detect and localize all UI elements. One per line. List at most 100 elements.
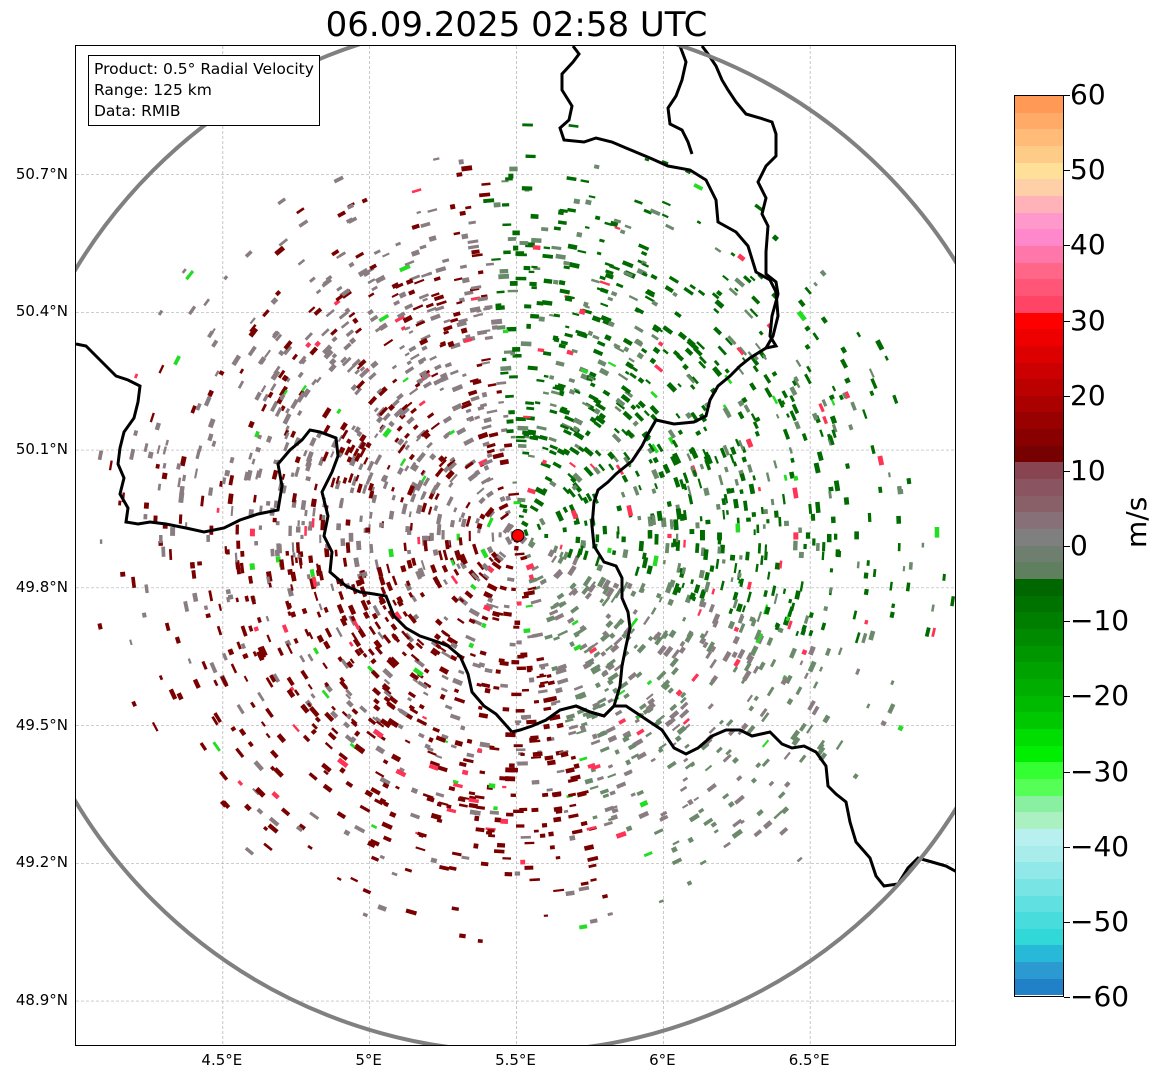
velocity-echo-gate (721, 559, 726, 564)
velocity-echo-gate (422, 793, 434, 800)
velocity-echo-gate (491, 257, 501, 261)
colorbar-tick-label: 40 (1070, 228, 1106, 262)
velocity-echo-gate (854, 531, 859, 540)
velocity-echo-gate (766, 519, 770, 524)
velocity-echo-gate (386, 700, 396, 709)
velocity-echo-gate (349, 487, 355, 494)
lat-tick-label: 49.2°N (15, 853, 68, 872)
velocity-echo-gate (469, 652, 476, 658)
velocity-echo-gate (483, 417, 492, 424)
velocity-echo-gate (575, 536, 581, 544)
velocity-echo-gate (288, 525, 292, 537)
velocity-echo-gate (715, 746, 723, 754)
velocity-echo-gate (637, 515, 642, 521)
radar-site-marker[interactable] (511, 528, 525, 542)
velocity-echo-gate (738, 346, 748, 356)
velocity-echo-gate (549, 403, 557, 408)
velocity-echo-gate (383, 338, 394, 347)
velocity-echo-gate (179, 485, 185, 496)
velocity-echo-gate (660, 630, 669, 640)
velocity-echo-gate (516, 601, 522, 606)
velocity-echo-gate (432, 726, 441, 733)
velocity-echo-gate (290, 571, 297, 582)
velocity-echo-gate (568, 730, 577, 736)
velocity-echo-gate (711, 588, 716, 595)
velocity-echo-gate (399, 264, 411, 273)
velocity-echo-gate (206, 534, 210, 542)
velocity-echo-gate (390, 623, 398, 631)
velocity-echo-gate (511, 587, 516, 592)
velocity-echo-gate (804, 325, 811, 332)
velocity-echo-gate (736, 346, 745, 356)
velocity-echo-gate (503, 611, 512, 617)
velocity-echo-gate (422, 297, 428, 302)
velocity-echo-gate (741, 722, 749, 731)
velocity-echo-gate (658, 899, 665, 904)
velocity-echo-gate (600, 302, 609, 308)
velocity-echo-gate (297, 520, 300, 527)
velocity-echo-gate (737, 253, 746, 262)
velocity-echo-gate (464, 461, 474, 470)
colorbar-segment (1015, 462, 1063, 480)
velocity-echo-gate (451, 906, 460, 912)
velocity-echo-gate (541, 227, 549, 232)
velocity-echo-gate (509, 763, 515, 768)
velocity-echo-gate (668, 275, 680, 284)
velocity-echo-gate (863, 588, 869, 596)
velocity-echo-gate (481, 361, 491, 365)
velocity-echo-gate (291, 542, 295, 553)
velocity-echo-gate (433, 633, 442, 641)
velocity-echo-gate (407, 691, 417, 699)
velocity-echo-gate (570, 477, 576, 484)
velocity-echo-gate (753, 829, 763, 838)
velocity-echo-gate (539, 434, 548, 441)
velocity-echo-gate (477, 705, 483, 710)
velocity-echo-gate (546, 736, 552, 741)
velocity-echo-gate (252, 787, 260, 796)
velocity-echo-gate (265, 615, 270, 622)
velocity-echo-gate (788, 647, 797, 659)
velocity-echo-gate (601, 579, 611, 591)
velocity-echo-gate (898, 488, 904, 495)
velocity-echo-gate (513, 501, 522, 505)
velocity-echo-gate (515, 722, 520, 726)
velocity-echo-gate (421, 502, 428, 513)
velocity-echo-gate (496, 842, 506, 848)
velocity-echo-gate (177, 477, 182, 488)
velocity-echo-gate (648, 458, 653, 464)
product-info-box: Product: 0.5° Radial Velocity Range: 125… (88, 55, 320, 126)
velocity-echo-gate (779, 560, 783, 569)
velocity-echo-gate (638, 484, 642, 491)
velocity-echo-gate (397, 444, 406, 454)
velocity-echo-gate (878, 486, 883, 494)
velocity-echo-gate (149, 412, 155, 423)
velocity-echo-gate (526, 719, 537, 725)
velocity-echo-gate (536, 301, 544, 306)
velocity-echo-gate (354, 426, 361, 434)
velocity-echo-gate (774, 562, 781, 570)
velocity-echo-gate (253, 626, 260, 632)
velocity-echo-gate (503, 250, 511, 255)
velocity-echo-gate (553, 700, 561, 705)
velocity-echo-gate (386, 464, 391, 470)
velocity-echo-gate (281, 374, 289, 382)
radar-map[interactable] (75, 45, 956, 1046)
velocity-echo-gate (588, 863, 597, 869)
velocity-echo-gate (491, 532, 495, 542)
velocity-echo-gate (438, 666, 450, 675)
velocity-echo-gate (397, 723, 404, 730)
lon-tick-label: 6°E (649, 1051, 676, 1069)
velocity-echo-gate (395, 785, 400, 790)
velocity-echo-gate (503, 443, 513, 448)
velocity-echo-gate (242, 653, 249, 660)
velocity-echo-gate (371, 687, 382, 697)
velocity-echo-gate (598, 367, 610, 377)
velocity-echo-gate (615, 282, 624, 289)
velocity-echo-gate (510, 793, 516, 797)
velocity-echo-gate (559, 544, 563, 550)
velocity-echo-gate (398, 708, 409, 717)
velocity-echo-gate (486, 517, 494, 528)
velocity-echo-gate (285, 407, 291, 414)
velocity-echo-gate (465, 515, 472, 527)
velocity-echo-gate (314, 340, 321, 348)
